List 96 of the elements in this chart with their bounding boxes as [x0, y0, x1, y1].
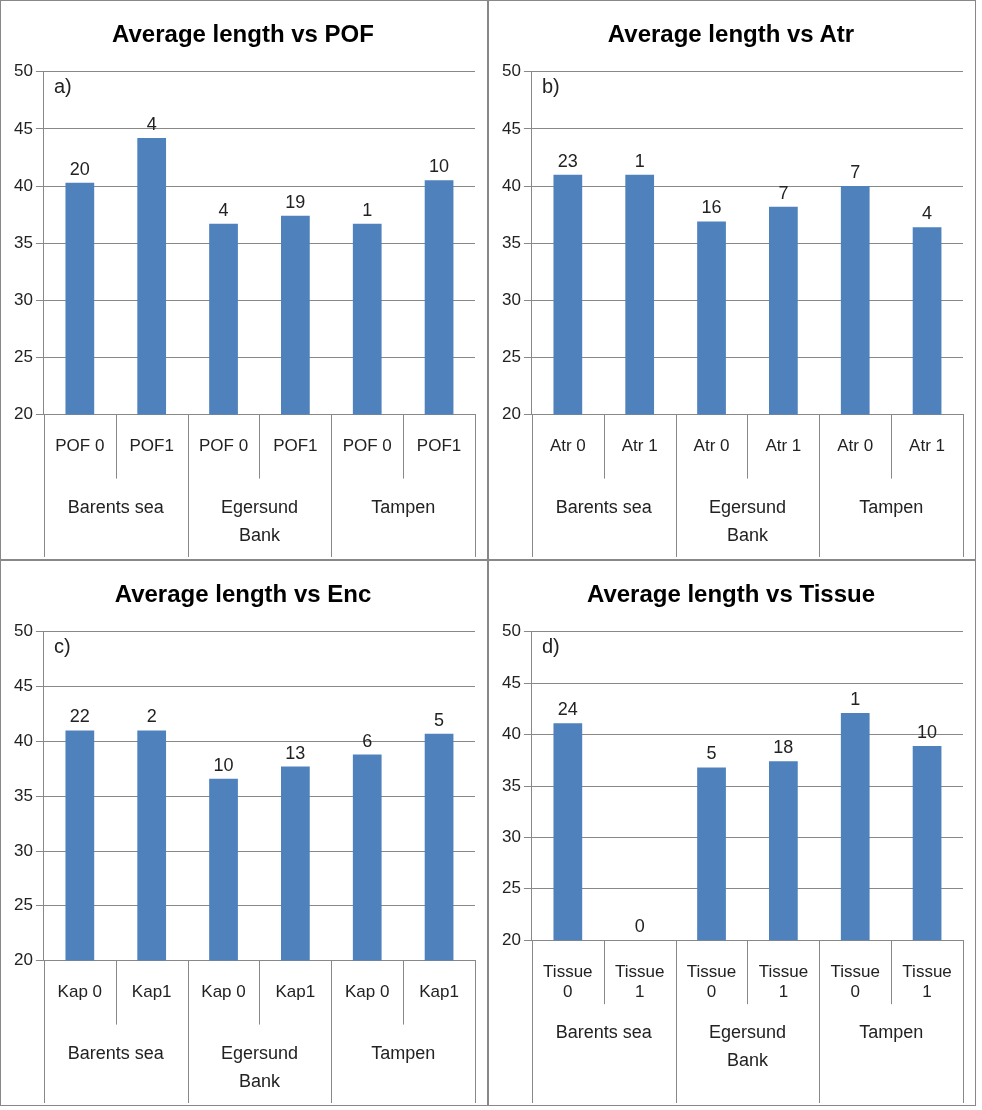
- text: Egersund Bank: [220, 496, 298, 545]
- x-tick-label: Atr 0: [549, 436, 586, 456]
- text: Egersund Bank: [708, 496, 786, 545]
- y-tick-label: 50: [13, 61, 33, 81]
- x-tick-label: POF1: [273, 436, 318, 456]
- y-tick-label: 50: [501, 621, 521, 641]
- text: Tampen: [859, 496, 924, 517]
- x-tick-label: Kap1: [275, 982, 316, 1002]
- chart-title: Average length vs Enc: [114, 580, 372, 608]
- text: Barents sea: [67, 1042, 165, 1063]
- y-tick-label: 35: [13, 232, 33, 252]
- annotation: b): [541, 75, 560, 98]
- y-tick-label: 35: [13, 785, 33, 805]
- y-tick-label: 20: [13, 950, 33, 970]
- annotation: 18: [773, 737, 794, 758]
- y-tick-label: 30: [501, 290, 521, 310]
- annotation: 10: [917, 721, 938, 742]
- annotation: 20: [69, 158, 90, 179]
- x-tick-label: Tissue 0: [830, 962, 880, 1002]
- annotation: 2: [146, 706, 157, 727]
- chart-title: Average length vs POF: [112, 20, 374, 48]
- y-tick-label: 35: [501, 232, 521, 252]
- annotation: a): [53, 75, 72, 98]
- text: Egersund Bank: [220, 1042, 298, 1091]
- annotation: 16: [701, 197, 722, 218]
- annotation: 19: [285, 191, 306, 212]
- y-tick-label: 25: [501, 878, 521, 898]
- y-tick-label: 30: [13, 290, 33, 310]
- x-tick-label: POF 0: [198, 436, 249, 456]
- x-tick-label: Kap 0: [57, 982, 103, 1002]
- x-tick-label: Tissue 1: [614, 962, 665, 1002]
- x-tick-label: Atr 1: [909, 436, 946, 456]
- annotation: 13: [285, 742, 306, 763]
- y-tick-label: 30: [13, 840, 33, 860]
- annotation: 5: [434, 709, 445, 730]
- x-tick-label: POF 0: [55, 436, 105, 456]
- annotation: 10: [429, 156, 450, 177]
- annotation: 4: [146, 114, 157, 135]
- y-tick-label: 20: [501, 404, 521, 424]
- x-tick-label: Atr 0: [693, 436, 730, 456]
- x-tick-label: Kap1: [419, 982, 459, 1002]
- x-tick-label: Atr 0: [837, 436, 874, 456]
- y-tick-label: 25: [501, 347, 521, 367]
- annotation: 6: [362, 730, 373, 751]
- text: Barents sea: [555, 496, 653, 517]
- y-tick-label: 30: [501, 827, 521, 847]
- x-tick-label: Kap1: [131, 982, 172, 1002]
- x-tick-label: Kap 0: [345, 982, 390, 1002]
- x-tick-label: Atr 1: [621, 436, 658, 456]
- annotation: 1: [850, 688, 861, 709]
- x-tick-label: Tissue 0: [686, 962, 737, 1002]
- y-tick-label: 40: [13, 175, 33, 195]
- annotation: 5: [706, 743, 717, 764]
- y-tick-label: 25: [13, 895, 33, 915]
- y-tick-label: 40: [501, 175, 521, 195]
- y-tick-label: 45: [13, 118, 33, 138]
- y-tick-label: 20: [13, 404, 33, 424]
- annotation: 7: [778, 182, 789, 203]
- text: Barents sea: [555, 1022, 653, 1043]
- annotation: 4: [922, 203, 933, 224]
- annotation: 0: [634, 916, 645, 937]
- annotation: 10: [213, 754, 234, 775]
- y-tick-label: 40: [501, 724, 521, 744]
- y-tick-label: 50: [13, 621, 33, 641]
- y-tick-label: 45: [13, 676, 33, 696]
- x-tick-label: Tissue 1: [902, 962, 952, 1002]
- y-tick-label: 20: [501, 929, 521, 949]
- x-tick-label: POF 0: [342, 436, 392, 456]
- annotation: 4: [218, 199, 229, 220]
- x-tick-label: POF1: [416, 436, 462, 456]
- annotation: 7: [850, 162, 861, 183]
- annotation: c): [53, 635, 71, 658]
- x-tick-label: Kap 0: [201, 982, 246, 1002]
- text: Barents sea: [67, 496, 165, 517]
- text: Tampen: [371, 496, 436, 517]
- text: Egersund Bank: [708, 1022, 786, 1071]
- x-tick-label: Atr 1: [765, 436, 802, 456]
- text: Tampen: [859, 1022, 924, 1043]
- chart-title: Average length vs Atr: [607, 20, 855, 48]
- y-tick-label: 50: [501, 61, 521, 81]
- text: Tampen: [371, 1042, 436, 1063]
- y-tick-label: 45: [501, 118, 521, 138]
- y-tick-label: 40: [13, 731, 33, 751]
- x-tick-label: Tissue 1: [758, 962, 809, 1002]
- y-tick-label: 45: [501, 672, 521, 692]
- annotation: 24: [557, 699, 578, 720]
- annotation: 22: [69, 706, 90, 727]
- chart-title: Average length vs Tissue: [586, 580, 876, 608]
- annotation: 1: [634, 150, 645, 171]
- y-tick-label: 25: [13, 347, 33, 367]
- annotation: 1: [362, 199, 373, 220]
- annotation: 23: [557, 150, 578, 171]
- x-tick-label: Tissue 0: [543, 962, 593, 1002]
- y-tick-label: 35: [501, 775, 521, 795]
- annotation: d): [541, 635, 560, 658]
- x-tick-label: POF1: [129, 436, 174, 456]
